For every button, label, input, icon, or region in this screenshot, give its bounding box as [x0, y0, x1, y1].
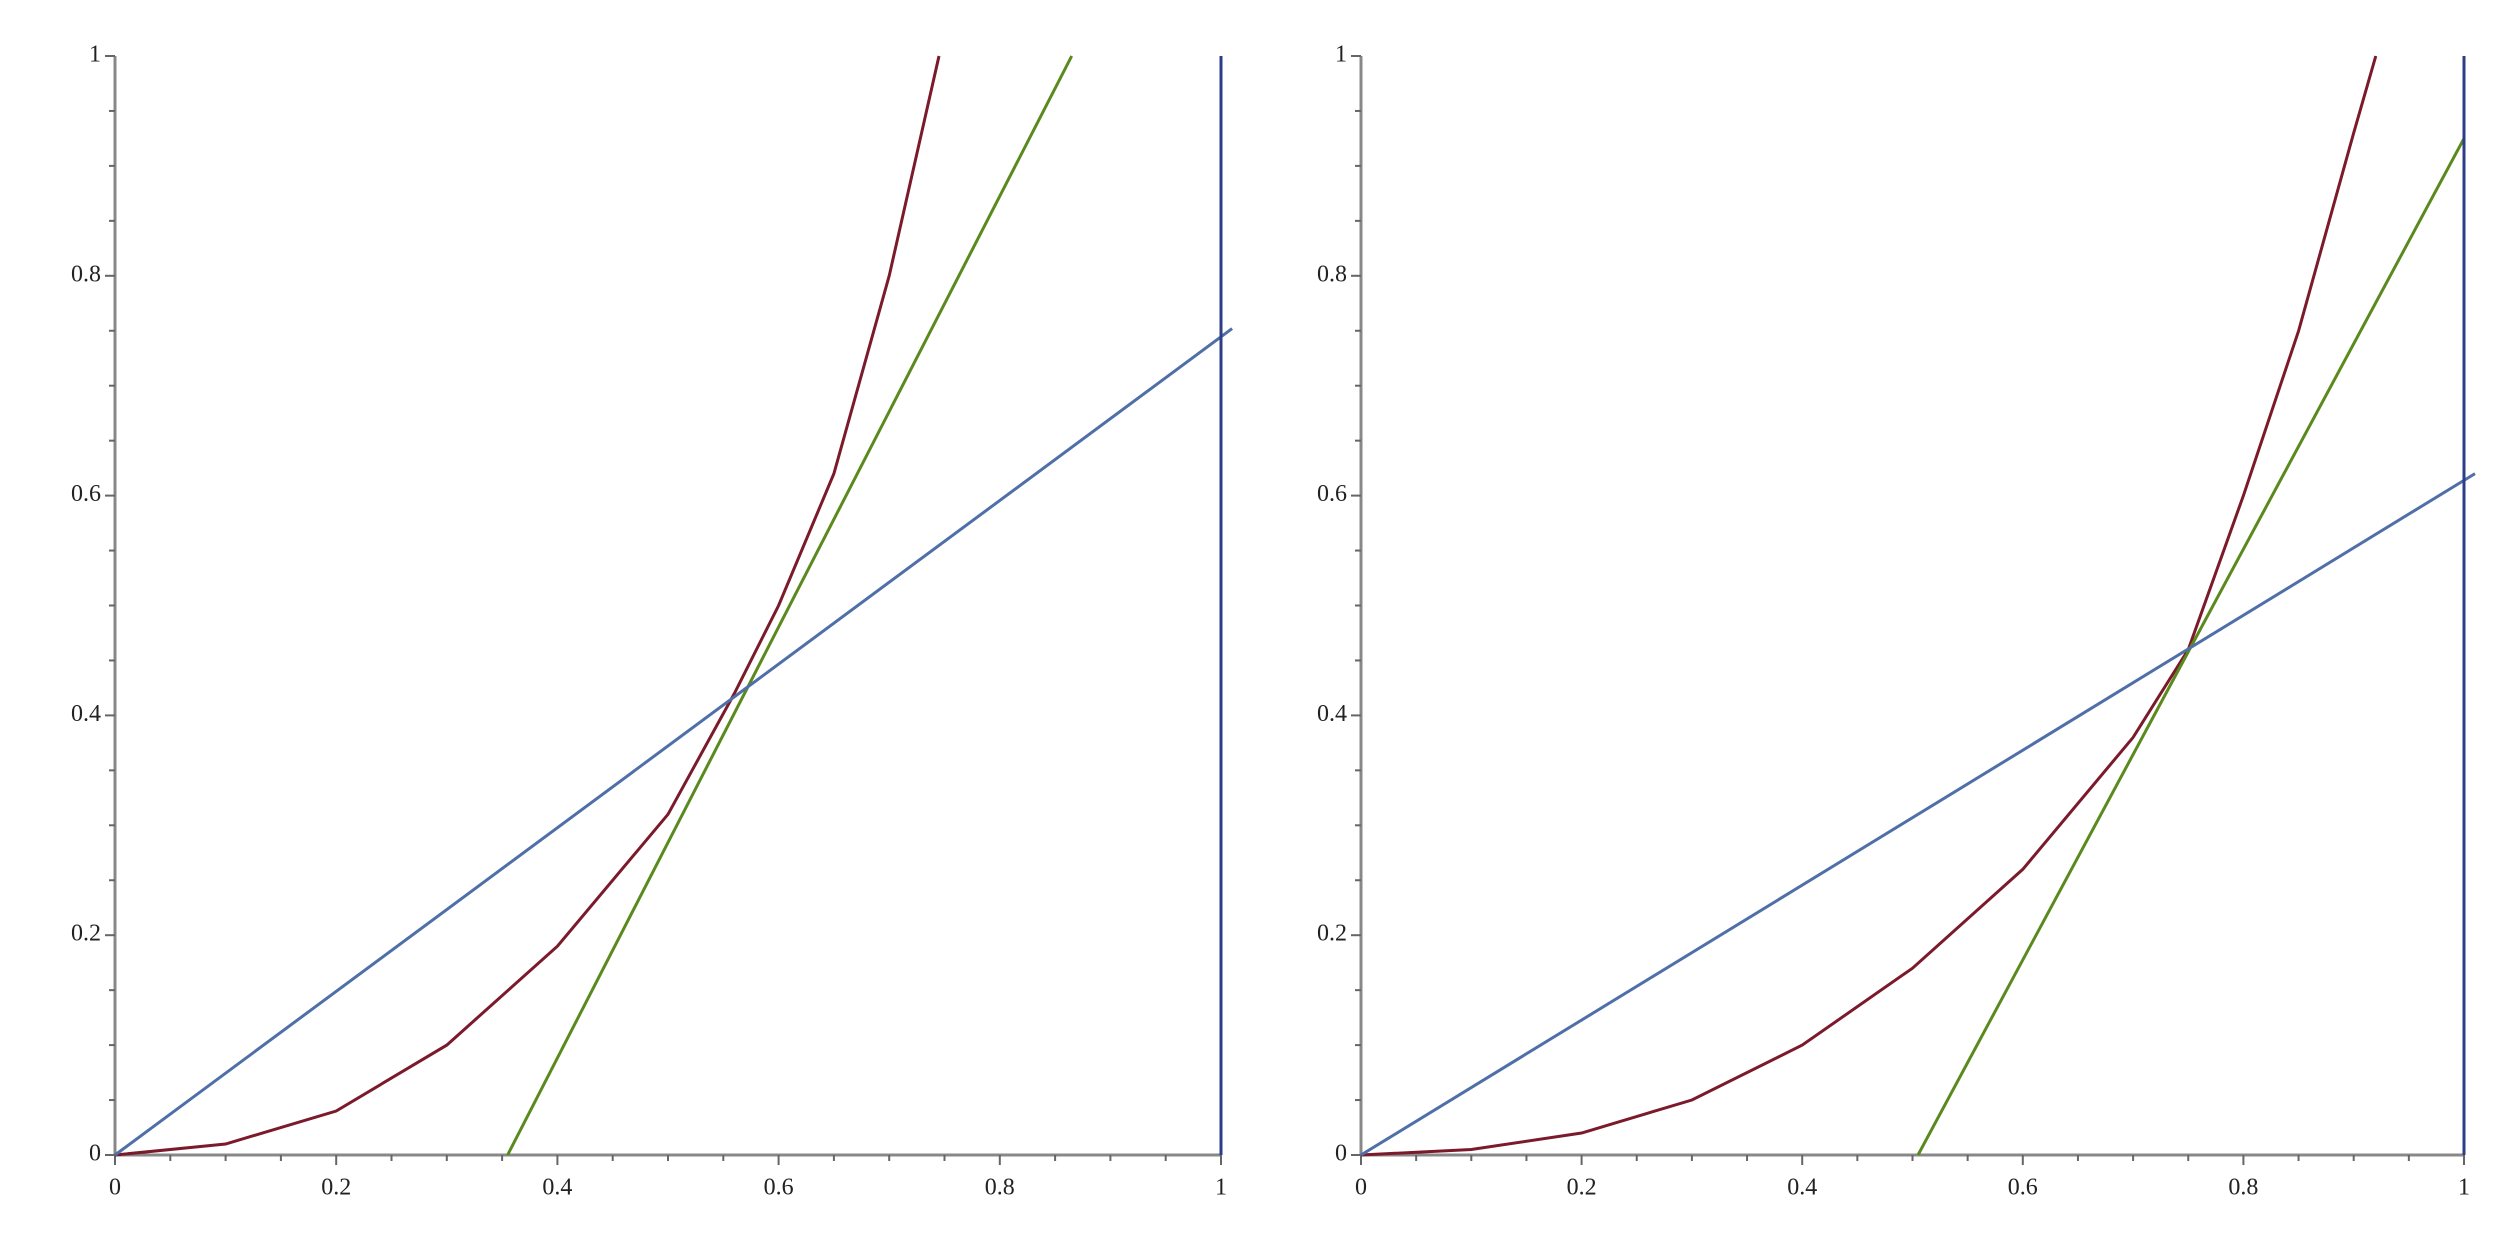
y-tick-label: 0.8: [1317, 261, 1347, 287]
x-tick-label: 0: [109, 1175, 121, 1201]
x-tick-label: 1: [1215, 1175, 1227, 1201]
x-tick-label: 0.4: [542, 1175, 572, 1201]
curve: [114, 327, 1233, 1157]
x-tick-label: 0.6: [764, 1175, 794, 1201]
x-tick-label: 0.8: [2228, 1175, 2258, 1201]
curve: [114, 55, 941, 1157]
x-tick-label: 0.8: [985, 1175, 1015, 1201]
y-tick-label: 0.2: [71, 921, 101, 947]
y-tick-label: 1: [89, 42, 101, 68]
x-tick-label: 0: [1355, 1175, 1367, 1201]
x-tick-label: 1: [2458, 1175, 2470, 1201]
x-tick-label: 0.6: [2008, 1175, 2038, 1201]
y-tick-label: 0.4: [71, 701, 101, 727]
curve: [1360, 55, 2378, 1157]
x-tick-label: 0.4: [1787, 1175, 1817, 1201]
y-tick-label: 0.6: [71, 481, 101, 507]
y-tick-label: 0.4: [1317, 701, 1347, 727]
x-tick-label: 0.2: [321, 1175, 351, 1201]
curve: [506, 55, 1074, 1156]
y-tick-label: 0.6: [1317, 481, 1347, 507]
y-tick-label: 1: [1335, 42, 1347, 68]
y-tick-label: 0: [89, 1141, 101, 1167]
curve: [1360, 472, 2476, 1157]
y-tick-label: 0.2: [1317, 921, 1347, 947]
y-tick-label: 0.8: [71, 261, 101, 287]
x-tick-label: 0.2: [1567, 1175, 1597, 1201]
y-tick-label: 0: [1335, 1141, 1347, 1167]
